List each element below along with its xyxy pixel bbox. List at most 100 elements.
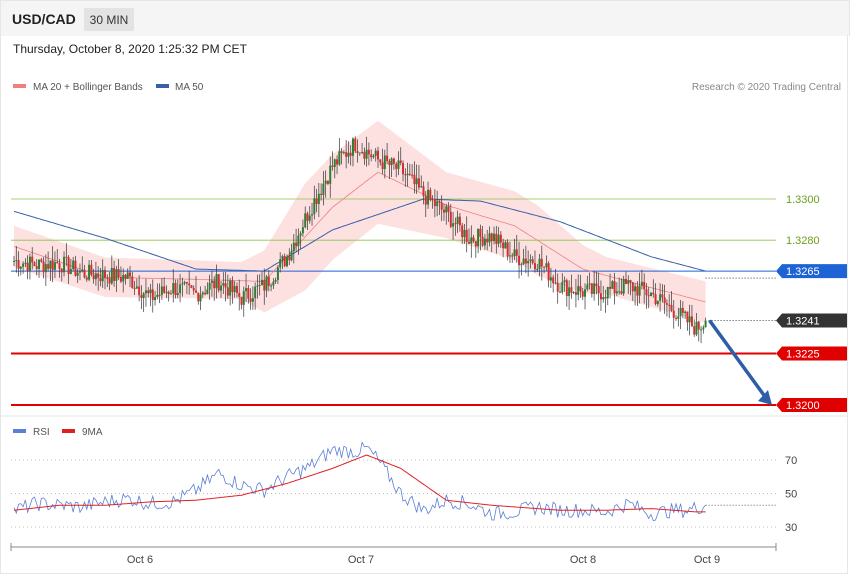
candle-body xyxy=(404,174,407,176)
candle-body xyxy=(408,173,411,175)
candle-body xyxy=(504,242,507,249)
candle-body xyxy=(67,257,70,275)
candle-body xyxy=(402,163,405,175)
candle-body xyxy=(188,283,191,286)
rsi-ma-line xyxy=(13,454,706,513)
candle-body xyxy=(515,249,518,256)
candle-body xyxy=(304,213,307,228)
candle-body xyxy=(258,285,261,287)
candle-body xyxy=(338,151,341,165)
candle-body xyxy=(365,149,368,159)
candle-body xyxy=(577,286,580,295)
candle-body xyxy=(584,289,587,297)
candle-body xyxy=(56,262,59,264)
candle-body xyxy=(543,266,546,268)
candle-body xyxy=(333,159,336,167)
candle-body xyxy=(279,259,282,268)
candle-body xyxy=(445,206,448,213)
candle-body xyxy=(677,316,680,319)
candle-body xyxy=(556,282,559,292)
candle-body xyxy=(647,295,650,297)
forecast-arrow-shaft xyxy=(708,319,768,400)
candle-body xyxy=(438,201,441,203)
candle-body xyxy=(427,189,430,205)
candle-body xyxy=(436,201,439,207)
candle-body xyxy=(317,193,320,204)
timeframe-button[interactable]: 30 MIN xyxy=(84,8,134,31)
rsi-tick-label: 50 xyxy=(785,489,797,501)
candle-body xyxy=(222,283,225,286)
candle-body xyxy=(397,160,400,169)
forecast-arrow xyxy=(708,319,772,405)
candle-body xyxy=(17,260,20,269)
candle-body xyxy=(224,283,227,288)
candle-body xyxy=(490,233,493,242)
candle-body xyxy=(415,178,418,185)
candle-body xyxy=(108,278,111,284)
rsi-legend-label: RSI xyxy=(33,427,50,438)
candle-body xyxy=(520,264,523,266)
level-label: 1.3225 xyxy=(786,349,820,361)
candle-body xyxy=(213,280,216,289)
candle-body xyxy=(342,152,345,154)
candle-body xyxy=(326,180,329,184)
candle-body xyxy=(495,233,498,244)
candle-body xyxy=(652,292,655,295)
candle-body xyxy=(138,286,141,296)
level-tag xyxy=(776,313,847,328)
candle-body xyxy=(288,256,291,261)
candle-body xyxy=(468,241,470,244)
x-tick-label: Oct 6 xyxy=(127,554,153,566)
candle-body xyxy=(420,186,423,188)
candle-body xyxy=(160,286,163,295)
candle-body xyxy=(345,152,348,157)
candle-body xyxy=(531,259,534,264)
candle-body xyxy=(320,193,323,195)
candle-body xyxy=(197,292,200,302)
candle-body xyxy=(609,286,612,289)
candle-body xyxy=(156,294,159,297)
candle-body xyxy=(165,291,168,293)
candle-body xyxy=(201,292,204,295)
candle-body xyxy=(363,151,366,159)
candle-body xyxy=(83,269,86,278)
candle-body xyxy=(113,267,116,281)
candle-body xyxy=(110,267,113,284)
candle-body xyxy=(540,258,543,267)
rsi-legend: RSI 9MA xyxy=(13,427,103,438)
candle-body xyxy=(568,287,571,297)
candle-body xyxy=(465,229,468,242)
candle-body xyxy=(53,262,56,270)
candle-body xyxy=(281,256,284,260)
candle-body xyxy=(38,259,41,269)
candle-body xyxy=(58,263,61,269)
rsi-panel: 30 50 70 xyxy=(11,441,797,534)
candle-body xyxy=(595,283,598,287)
candle-body xyxy=(140,295,143,299)
candle-body xyxy=(22,263,25,267)
candle-body xyxy=(636,286,639,296)
candle-body xyxy=(533,263,536,270)
candle-body xyxy=(176,293,179,296)
candle-body xyxy=(659,294,662,301)
candle-body xyxy=(231,280,234,293)
candle-body xyxy=(624,278,627,284)
x-axis-labels: Oct 6 Oct 7 Oct 8 Oct 9 xyxy=(127,554,720,566)
candle-body xyxy=(665,303,668,305)
candle-body xyxy=(661,294,664,298)
candle-body xyxy=(31,256,34,263)
candle-body xyxy=(424,195,427,205)
candle-body xyxy=(654,294,657,305)
candle-body xyxy=(704,320,707,328)
candle-body xyxy=(215,274,218,289)
candle-body xyxy=(627,280,630,284)
candle-body xyxy=(483,238,486,246)
candle-body xyxy=(643,281,646,290)
candle-body xyxy=(615,291,618,294)
candle-body xyxy=(631,282,634,292)
candle-body xyxy=(640,281,643,286)
candle-body xyxy=(308,215,311,221)
candle-body xyxy=(49,260,52,269)
candle-body xyxy=(411,174,414,176)
